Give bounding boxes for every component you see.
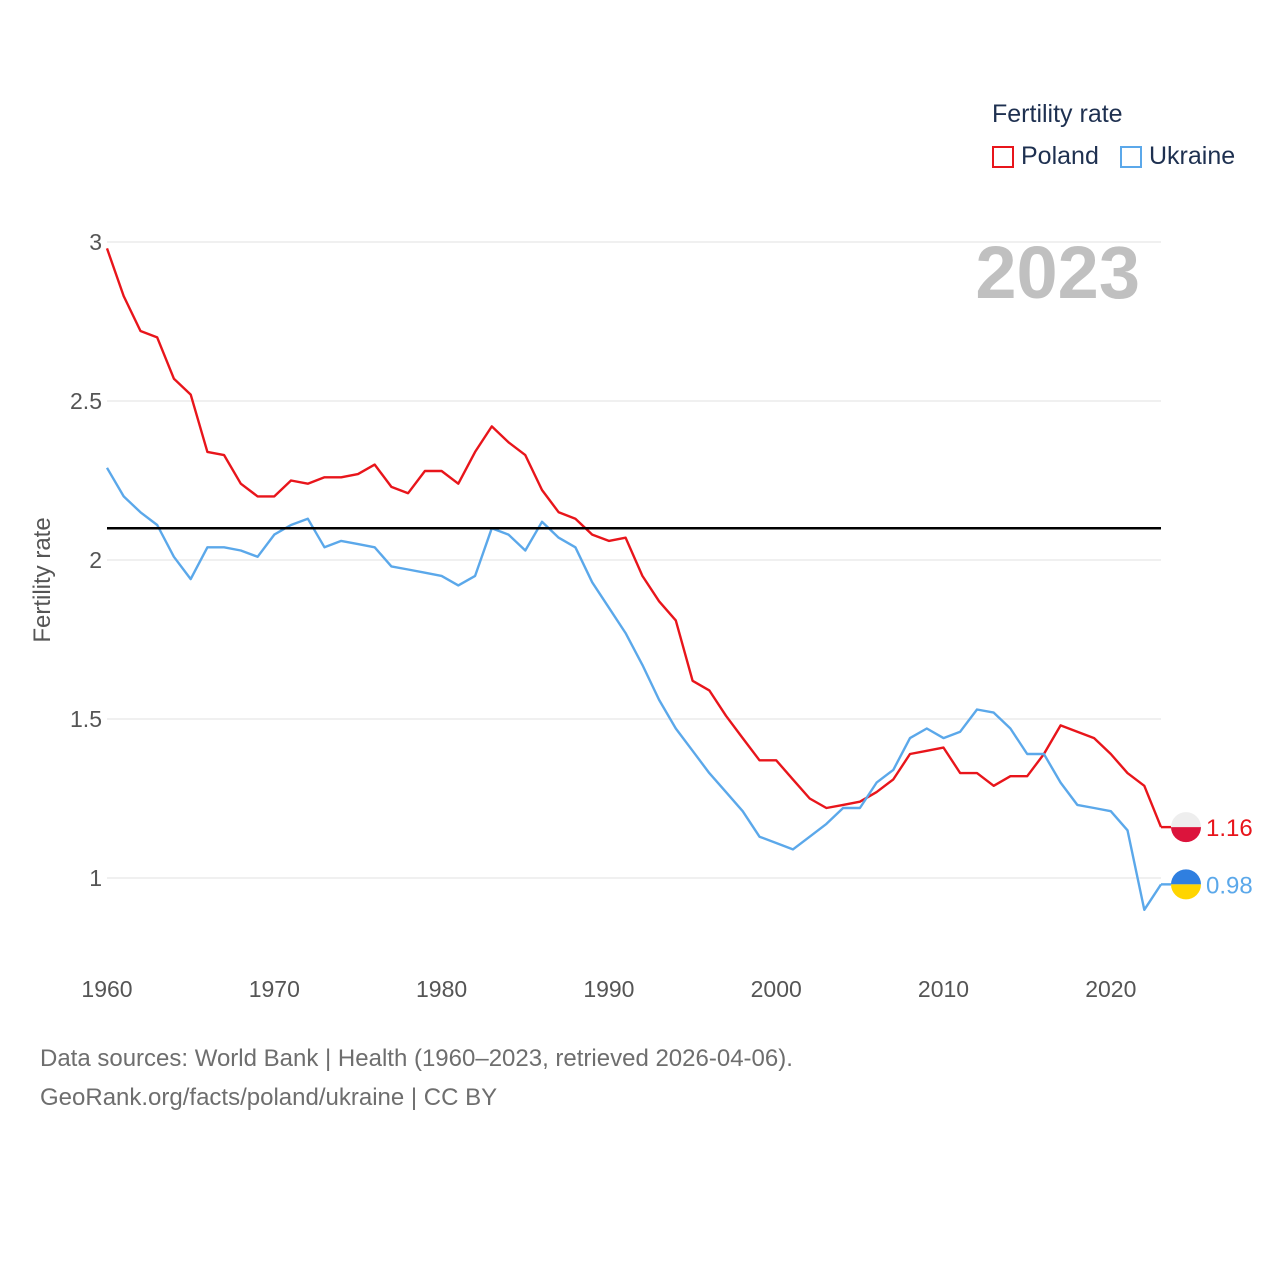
- y-tick-labels: 1 1.5 2 2.5 3: [70, 229, 102, 891]
- y-tick-label: 1.5: [70, 706, 102, 732]
- series-lines: [105, 248, 1163, 911]
- legend-swatch-poland: [992, 145, 1014, 168]
- legend-item-ukraine[interactable]: Ukraine: [1120, 142, 1235, 171]
- flag-poland-icon: [1171, 812, 1201, 843]
- flag-ukraine-icon: [1171, 869, 1201, 900]
- end-markers: 1.16 0.98: [1161, 812, 1253, 900]
- x-tick-label: 1960: [81, 976, 132, 1002]
- legend-swatch-ukraine: [1120, 145, 1142, 168]
- x-tick-label: 2010: [918, 976, 969, 1002]
- end-value-label-poland: 1.16: [1206, 815, 1253, 842]
- series-line-ukraine: [105, 467, 1163, 911]
- x-tick-label: 1970: [249, 976, 300, 1002]
- legend-title: Fertility rate: [992, 100, 1123, 128]
- y-tick-label: 3: [89, 229, 102, 255]
- x-tick-label: 2020: [1085, 976, 1136, 1002]
- x-tick-labels: 1960 1970 1980 1990 2000 2010 2020: [81, 976, 1136, 1002]
- y-tick-label: 2.5: [70, 388, 102, 414]
- footer-attribution: GeoRank.org/facts/poland/ukraine | CC BY: [40, 1084, 498, 1111]
- legend-label-poland: Poland: [1021, 142, 1099, 170]
- grid-lines: [107, 241, 1161, 879]
- end-value-label-ukraine: 0.98: [1206, 872, 1253, 899]
- legend-label-ukraine: Ukraine: [1149, 142, 1236, 170]
- x-tick-label: 2000: [751, 976, 802, 1002]
- x-tick-label: 1990: [583, 976, 634, 1002]
- year-label: 2023: [975, 231, 1140, 314]
- legend-item-poland[interactable]: Poland: [992, 142, 1099, 171]
- y-tick-label: 1: [89, 865, 102, 891]
- x-tick-label: 1980: [416, 976, 467, 1002]
- y-axis-label: Fertility rate: [29, 517, 56, 642]
- series-line-poland: [105, 248, 1163, 828]
- footer-sources: Data sources: World Bank | Health (1960–…: [40, 1045, 793, 1072]
- y-tick-label: 2: [89, 547, 102, 573]
